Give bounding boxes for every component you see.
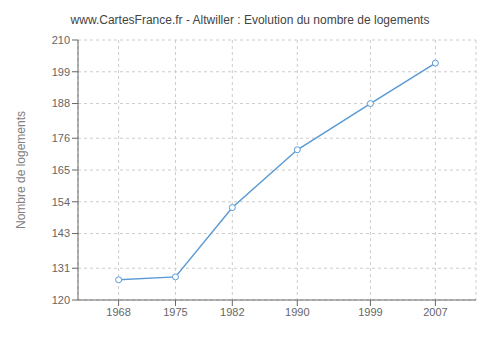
svg-text:154: 154: [52, 196, 70, 208]
svg-text:120: 120: [52, 294, 70, 306]
svg-text:1990: 1990: [285, 306, 309, 318]
svg-text:Nombre de logements: Nombre de logements: [14, 111, 28, 229]
svg-text:2007: 2007: [423, 306, 447, 318]
svg-text:1999: 1999: [358, 306, 382, 318]
svg-text:165: 165: [52, 164, 70, 176]
svg-text:1975: 1975: [163, 306, 187, 318]
html-text:www.CartesFrance.fr - Altwille: www.CartesFrance.fr - Altwiller : Evolut…: [70, 13, 430, 27]
svg-text:143: 143: [52, 227, 70, 239]
svg-text:1968: 1968: [106, 306, 130, 318]
svg-text:1982: 1982: [220, 306, 244, 318]
svg-text:176: 176: [52, 132, 70, 144]
svg-text:131: 131: [52, 262, 70, 274]
svg-text:210: 210: [52, 34, 70, 46]
svg-text:199: 199: [52, 66, 70, 78]
svg-text:188: 188: [52, 97, 70, 109]
